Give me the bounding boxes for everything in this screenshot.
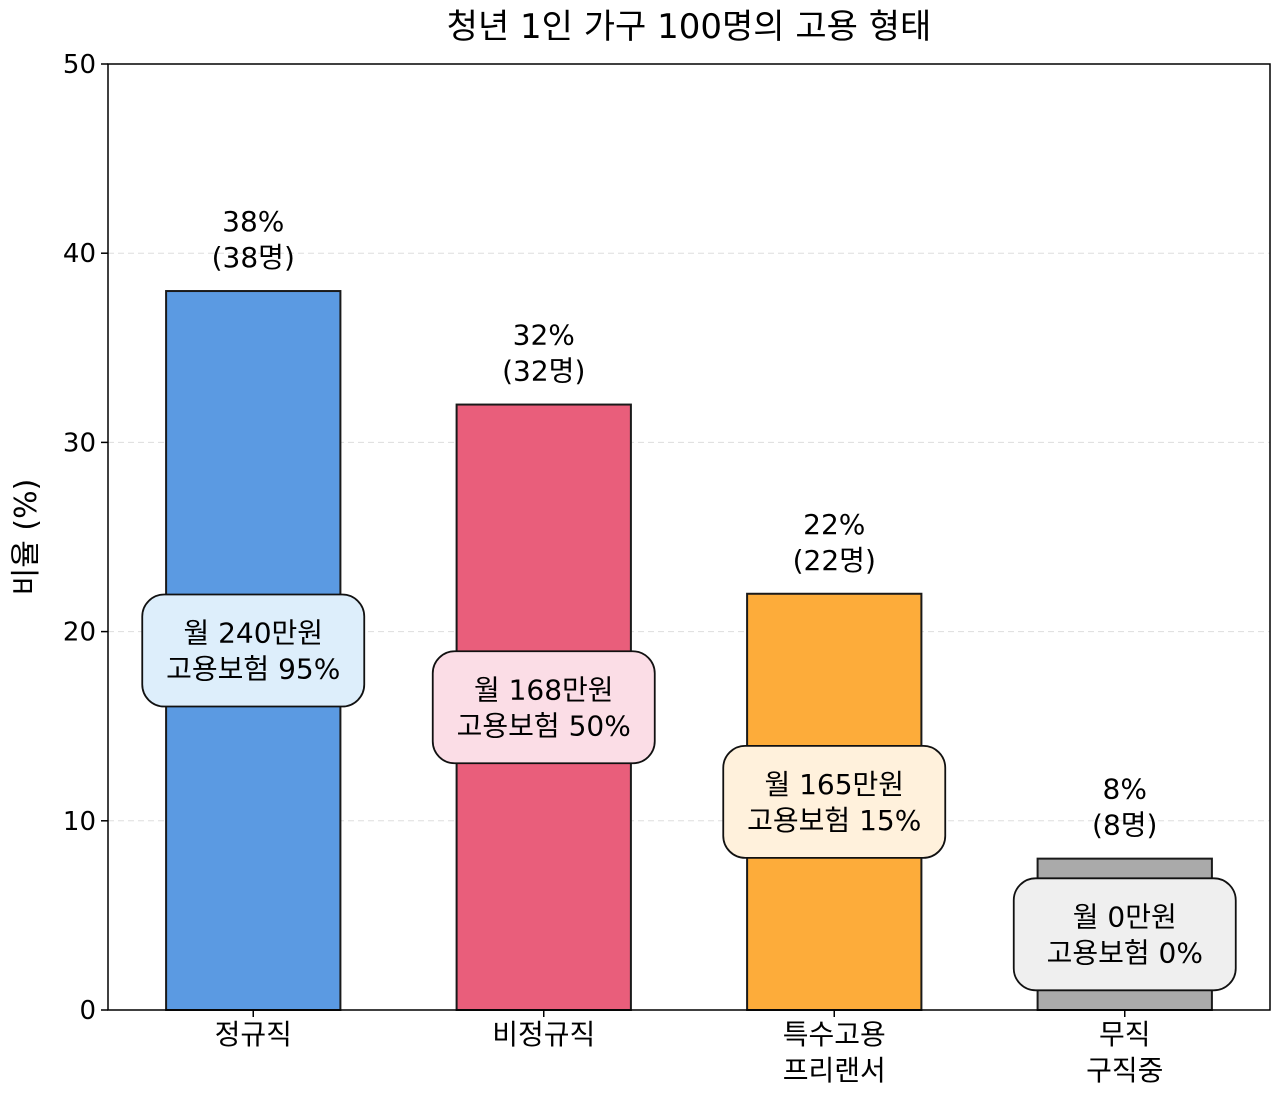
value-label: (32명) [502,355,585,388]
category-label: 특수고용 [783,1018,886,1051]
category-label: 비정규직 [492,1018,595,1051]
y-tick-label: 10 [63,807,96,837]
value-label: 22% [803,508,865,541]
chart-title: 청년 1인 가구 100명의 고용 형태 [447,7,932,47]
annotation-text: 월 0만원 [1073,900,1177,933]
category-label: 무직 [1099,1018,1151,1051]
y-tick-label: 50 [63,50,96,80]
value-label: (8명) [1092,809,1157,842]
annotation-text: 월 165만원 [764,768,904,801]
value-label: (38명) [212,241,295,274]
annotation-text: 월 168만원 [474,673,614,706]
value-label: 8% [1103,773,1147,806]
annotation-text: 월 240만원 [183,617,323,650]
y-tick-label: 40 [63,239,96,269]
plot-frame [107,63,1271,1011]
category-label: 프리랜서 [783,1054,886,1087]
category-label: 구직중 [1086,1054,1163,1087]
value-label: (22명) [793,544,876,577]
annotation-box [431,650,656,765]
annotation-box [141,593,366,708]
value-labels: 38%(38명) 32%(32명) 22%(22명) 8%(8명) [212,205,1158,842]
annotation-text: 고용보험 95% [166,653,340,686]
y-tick-label: 30 [63,428,96,458]
annotation-box [1012,877,1237,992]
annotation-text: 고용보험 0% [1047,936,1203,969]
y-tick-label: 0 [79,996,96,1026]
value-label: 38% [222,205,284,238]
annotation-text: 고용보험 15% [747,804,921,837]
annotation-box [722,744,947,859]
annotation-text: 고용보험 50% [457,709,631,742]
value-label: 32% [513,319,575,352]
y-axis-label: 비율 (%) [9,479,44,596]
y-axis-ticks: 0 10 20 30 40 50 [63,50,108,1026]
y-tick-label: 20 [63,618,96,648]
category-label: 정규직 [215,1018,292,1051]
